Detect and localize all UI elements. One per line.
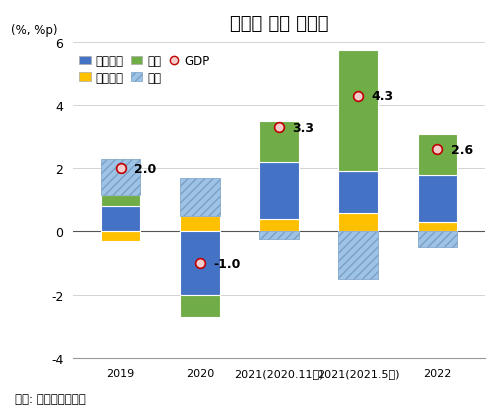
Bar	[101, 232, 140, 241]
Text: 3.3: 3.3	[292, 121, 314, 135]
Bar	[338, 172, 378, 213]
Bar	[338, 213, 378, 232]
Bar	[180, 216, 220, 232]
Bar	[260, 219, 299, 232]
Title: 부문별 성장 기여도: 부문별 성장 기여도	[230, 15, 328, 33]
Bar	[338, 51, 378, 172]
Text: -1.0: -1.0	[214, 257, 240, 270]
Bar	[418, 222, 458, 232]
Text: 2.0: 2.0	[134, 162, 156, 175]
Bar	[180, 232, 220, 295]
Bar	[101, 160, 140, 196]
Text: 자료: 자본시장연구원: 자료: 자본시장연구원	[15, 392, 86, 405]
Legend: 민간소비, 설비투자, 수출, 기타, GDP: 민간소비, 설비투자, 수출, 기타, GDP	[79, 55, 210, 84]
Bar	[101, 196, 140, 207]
Bar	[260, 232, 299, 240]
Bar	[338, 232, 378, 279]
Text: 4.3: 4.3	[372, 90, 394, 103]
Bar	[260, 162, 299, 219]
Bar	[101, 207, 140, 232]
Bar	[180, 178, 220, 216]
Bar	[260, 121, 299, 162]
Bar	[180, 295, 220, 317]
Bar	[418, 232, 458, 248]
Text: 2.6: 2.6	[451, 144, 473, 157]
Bar	[418, 175, 458, 222]
Text: (%, %p): (%, %p)	[12, 23, 58, 36]
Bar	[418, 134, 458, 175]
